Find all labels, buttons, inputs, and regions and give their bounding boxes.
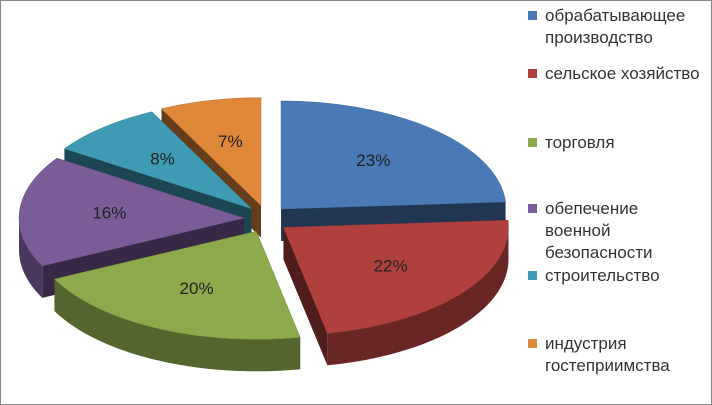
slice [280, 100, 506, 210]
legend-swatch [528, 339, 537, 348]
legend-label: сельское хозяйство [545, 64, 700, 83]
data-label: 20% [180, 279, 214, 298]
legend-entry: индустрия гостеприимства [528, 333, 708, 377]
data-label: 8% [150, 149, 175, 168]
slice [283, 220, 509, 334]
slice-rim [54, 279, 301, 372]
slice [53, 231, 301, 340]
legend-swatch [528, 271, 537, 280]
legend-swatch [528, 204, 537, 213]
legend-swatch [528, 11, 537, 20]
data-label: 22% [374, 256, 408, 275]
legend-swatch [528, 69, 537, 78]
legend-swatch [528, 138, 537, 147]
slice-wall [283, 227, 328, 366]
slice [160, 97, 262, 207]
legend-label: обрабатывающее производство [545, 6, 686, 47]
data-label: 16% [92, 203, 126, 222]
legend-label: обепечение военной безопасности [545, 199, 653, 262]
data-label: 7% [218, 132, 243, 151]
slice [63, 111, 252, 209]
legend-entry: сельское хозяйство [528, 63, 708, 85]
slice-rim [19, 218, 43, 298]
legend-label: индустрия гостеприимства [545, 334, 670, 375]
legend-entry: торговля [528, 132, 708, 154]
data-label: 23% [356, 151, 390, 170]
legend-label: строительство [545, 266, 660, 285]
legend-entry: строительство [528, 265, 708, 287]
legend-entry: обепечение военной безопасности [528, 198, 708, 264]
slice [18, 157, 245, 267]
slice-rim [327, 227, 509, 366]
pie-area: 7% 8% 23% 16% 22% 20% [18, 97, 509, 372]
legend-label: торговля [545, 133, 615, 152]
legend-entry: обрабатывающее производство [528, 5, 708, 49]
